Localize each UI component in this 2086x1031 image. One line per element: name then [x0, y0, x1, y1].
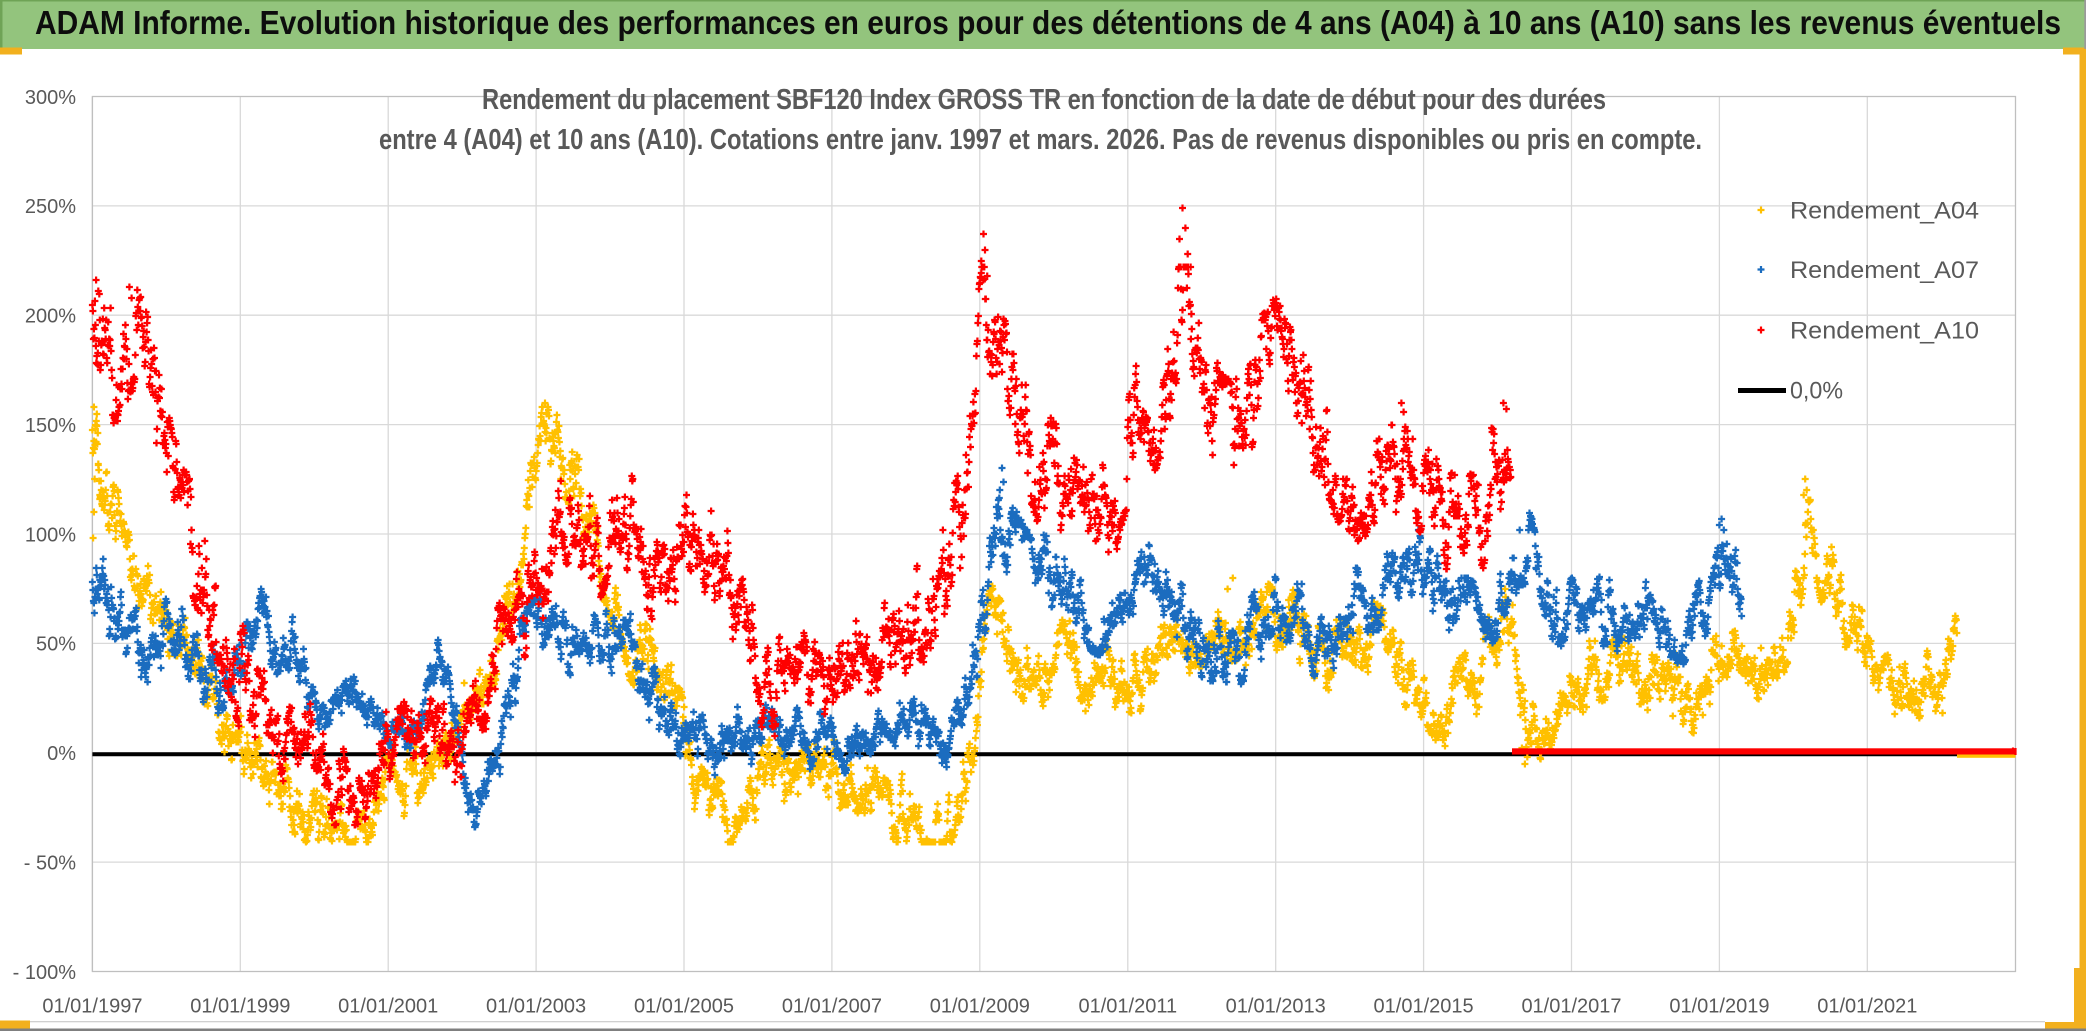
svg-text:- 50%: - 50%	[24, 852, 76, 874]
svg-text:Rendement du placement SBF120: Rendement du placement SBF120 Index GROS…	[482, 84, 1606, 116]
svg-text:01/01/2017: 01/01/2017	[1521, 996, 1621, 1018]
svg-text:ADAM Informe. Evolution histor: ADAM Informe. Evolution historique des p…	[35, 5, 2061, 42]
svg-text:01/01/2003: 01/01/2003	[486, 996, 586, 1018]
svg-text:01/01/2005: 01/01/2005	[634, 996, 734, 1018]
svg-text:100%: 100%	[25, 524, 76, 546]
svg-text:50%: 50%	[36, 634, 76, 656]
svg-text:Rendement_A10: Rendement_A10	[1790, 318, 1979, 345]
svg-text:01/01/2011: 01/01/2011	[1078, 996, 1177, 1018]
svg-text:300%: 300%	[25, 87, 76, 109]
svg-text:01/01/2007: 01/01/2007	[782, 996, 882, 1018]
svg-text:150%: 150%	[25, 415, 76, 437]
svg-text:01/01/2001: 01/01/2001	[338, 996, 438, 1018]
svg-text:entre 4 (A04) et 10 ans (A10).: entre 4 (A04) et 10 ans (A10). Cotations…	[379, 124, 1702, 156]
svg-text:0%: 0%	[47, 743, 76, 765]
svg-text:200%: 200%	[25, 306, 76, 328]
svg-text:Rendement_A07: Rendement_A07	[1790, 257, 1979, 284]
svg-text:- 100%: - 100%	[13, 962, 77, 984]
svg-text:01/01/2015: 01/01/2015	[1374, 996, 1474, 1018]
svg-text:01/01/2021: 01/01/2021	[1817, 996, 1917, 1018]
svg-text:250%: 250%	[25, 196, 76, 218]
svg-text:01/01/1999: 01/01/1999	[190, 996, 290, 1018]
svg-text:Rendement_A04: Rendement_A04	[1790, 198, 1979, 225]
svg-text:0,0%: 0,0%	[1790, 378, 1843, 405]
svg-text:01/01/1997: 01/01/1997	[42, 996, 142, 1018]
svg-text:01/01/2009: 01/01/2009	[930, 996, 1030, 1018]
svg-text:01/01/2013: 01/01/2013	[1226, 996, 1326, 1018]
svg-text:01/01/2019: 01/01/2019	[1669, 996, 1769, 1018]
